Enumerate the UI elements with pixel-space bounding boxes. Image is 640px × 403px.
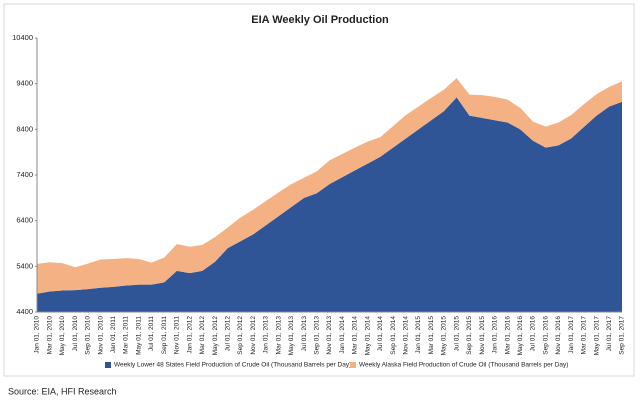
- x-tick-label: Mar 01, 2014: [352, 316, 359, 355]
- x-tick-label: Sep 01, 2013: [314, 316, 321, 355]
- x-tick-label: Mar 01, 2016: [504, 316, 511, 355]
- x-tick-label: Jul 01, 2012: [224, 316, 231, 352]
- x-tick-label: Jul 01, 2015: [453, 316, 460, 352]
- legend-swatch: [105, 362, 111, 368]
- x-tick-label: May 01, 2013: [288, 316, 295, 356]
- legend-label: Weekly Lower 48 States Field Production …: [114, 362, 351, 369]
- x-tick-label: Mar 01, 2011: [123, 316, 130, 354]
- x-tick-label: Nov 01, 2015: [479, 316, 486, 355]
- x-tick-label: May 01, 2010: [59, 316, 66, 356]
- x-tick-label: Jan 01, 2011: [110, 316, 117, 353]
- area: [37, 97, 622, 312]
- x-tick-label: Nov 01, 2010: [97, 316, 104, 355]
- x-tick-label: Nov 01, 2012: [250, 316, 257, 355]
- x-tick-label: Sep 01, 2015: [466, 316, 473, 355]
- x-tick-label: Jul 01, 2011: [148, 316, 155, 351]
- x-tick-label: Jan 01, 2016: [492, 316, 499, 354]
- y-tick-label: 6400: [16, 216, 33, 225]
- x-tick-label: Sep 01, 2014: [390, 316, 397, 355]
- x-tick-label: Mar 01, 2013: [275, 316, 282, 355]
- x-tick-label: Jan 01, 2013: [263, 316, 270, 354]
- x-tick-label: Jul 01, 2013: [301, 316, 308, 352]
- x-tick-label: Jan 01, 2017: [568, 316, 575, 354]
- x-tick-label: May 01, 2017: [593, 316, 600, 356]
- x-tick-label: Jan 01, 2014: [339, 316, 346, 354]
- x-tick-label: Jul 01, 2016: [530, 316, 537, 352]
- x-tick-label: Jul 01, 2014: [377, 316, 384, 352]
- y-tick-label: 8400: [16, 124, 33, 133]
- x-tick-label: Jan 01, 2010: [34, 316, 41, 354]
- x-tick-label: Jan 01, 2015: [415, 316, 422, 354]
- x-tick-label: May 01, 2014: [364, 316, 371, 356]
- x-tick-label: Nov 01, 2016: [555, 316, 562, 355]
- x-tick-label: Mar 01, 2017: [581, 316, 588, 355]
- y-tick-label: 7400: [16, 170, 33, 179]
- x-tick-label: Sep 01, 2010: [85, 316, 92, 355]
- x-tick-label: Mar 01, 2010: [46, 316, 53, 355]
- x-tick-label: May 01, 2015: [441, 316, 448, 356]
- x-tick-label: Sep 01, 2016: [542, 316, 549, 355]
- legend-label: Weekly Alaska Field Production of Crude …: [359, 362, 568, 369]
- x-tick-label: May 01, 2012: [212, 316, 219, 356]
- x-tick-label: May 01, 2016: [517, 316, 524, 356]
- y-tick-label: 4400: [16, 307, 33, 316]
- y-tick-label: 10400: [12, 33, 33, 42]
- x-tick-label: Jan 01, 2012: [186, 316, 193, 354]
- x-tick-label: Mar 01, 2012: [199, 316, 206, 355]
- x-tick-label: Sep 01, 2012: [237, 316, 244, 355]
- x-tick-label: Jul 01, 2010: [72, 316, 79, 352]
- x-tick-label: Nov 01, 2013: [326, 316, 333, 355]
- y-tick-label: 5400: [16, 261, 33, 270]
- area: [37, 78, 622, 294]
- chart-title: EIA Weekly Oil Production: [251, 14, 389, 26]
- x-tick-label: Sep 01, 2017: [619, 316, 626, 355]
- x-tick-label: Mar 01, 2015: [428, 316, 435, 355]
- legend-swatch: [350, 362, 356, 368]
- x-tick-label: Sep 01, 2011: [161, 316, 168, 355]
- x-tick-label: May 01, 2011: [135, 316, 142, 355]
- source-note: Source: EIA, HFI Research: [8, 386, 117, 396]
- x-tick-label: Nov 01, 2011: [174, 316, 181, 355]
- y-tick-label: 9400: [16, 79, 33, 88]
- x-tick-label: Jul 01, 2017: [606, 316, 613, 352]
- x-tick-label: Nov 01, 2014: [403, 316, 410, 355]
